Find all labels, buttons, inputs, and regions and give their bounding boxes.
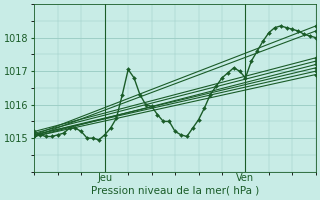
X-axis label: Pression niveau de la mer( hPa ): Pression niveau de la mer( hPa ) bbox=[91, 186, 259, 196]
